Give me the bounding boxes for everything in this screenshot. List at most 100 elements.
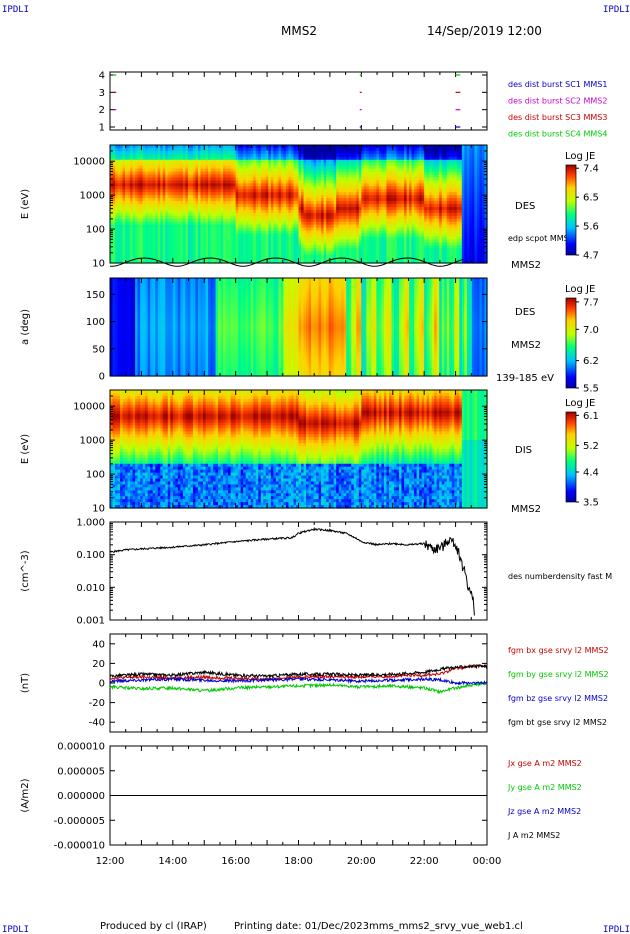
des-energy-heatmap-cell [167, 242, 171, 246]
des-energy-heatmap-cell [125, 198, 129, 202]
des-energy-heatmap-cell [117, 145, 121, 149]
des-energy-heatmap-cell [165, 251, 169, 255]
des-energy-heatmap-cell [120, 201, 124, 205]
des-energy-heatmap-cell [147, 218, 151, 223]
des-energy-heatmap-cell [157, 242, 161, 246]
des-energy-heatmap-cell [125, 206, 129, 211]
des-energy-heatmap-cell [127, 171, 131, 176]
des-energy-heatmap-cell [137, 233, 141, 238]
des-energy-heatmap-cell [132, 150, 136, 155]
des-energy-heatmap-cell [137, 212, 141, 217]
des-energy-heatmap-cell [110, 254, 114, 258]
des-energy-heatmap-cell [145, 162, 149, 167]
des-energy-heatmap-cell [152, 147, 156, 152]
des-energy-heatmap-cell [147, 162, 151, 167]
des-energy-heatmap-cell [155, 245, 159, 249]
des-energy-heatmap-cell [170, 218, 174, 223]
des-energy-heatmap-cell [182, 215, 186, 220]
des-energy-heatmap-cell [137, 177, 141, 181]
des-energy-heatmap-cell [165, 145, 169, 149]
des-energy-heatmap-cell [120, 156, 124, 161]
des-energy-heatmap-cell [117, 153, 121, 158]
des-energy-heatmap-cell [180, 192, 184, 196]
des-energy-heatmap-cell [172, 186, 176, 190]
des-energy-heatmap-cell [112, 260, 116, 264]
des-energy-heatmap-cell [180, 198, 184, 202]
des-energy-heatmap-cell [175, 145, 179, 149]
des-energy-heatmap-cell [165, 206, 169, 211]
des-energy-heatmap-cell [115, 165, 119, 170]
legend-burst-sc1: des dist burst SC1 MMS1 [508, 80, 607, 89]
des-energy-heatmap-cell [170, 251, 174, 255]
des-energy-heatmap-cell [117, 204, 121, 208]
corner-label-top-right: IPDLI [603, 5, 630, 15]
des-energy-heatmap-cell [132, 156, 136, 161]
des-energy-heatmap-cell [145, 218, 149, 223]
des-energy-heatmap-cell [147, 251, 151, 255]
des-energy-heatmap-cell [167, 206, 171, 211]
des-energy-heatmap-cell [117, 171, 121, 176]
des-energy-heatmap-cell [137, 206, 141, 211]
des-energy-heatmap-cell [160, 186, 164, 190]
des-energy-heatmap-cell [127, 254, 131, 258]
des-energy-heatmap-cell [142, 150, 146, 155]
des-energy-heatmap-cell [177, 168, 181, 173]
des-energy-heatmap-cell [155, 224, 159, 229]
des-energy-heatmap-cell [112, 186, 116, 190]
des-energy-heatmap-cell [157, 224, 161, 229]
des-energy-heatmap-cell [177, 239, 181, 243]
des-energy-heatmap-cell [147, 206, 151, 211]
des-energy-heatmap-cell [162, 165, 166, 170]
des-energy-heatmap-cell [140, 215, 144, 220]
des-energy-heatmap-cell [125, 150, 129, 155]
des-energy-heatmap-cell [177, 147, 181, 152]
des-energy-heatmap-cell [167, 183, 171, 187]
des-energy-heatmap-cell [115, 221, 119, 226]
des-energy-heatmap-cell [182, 192, 186, 196]
des-energy-heatmap-cell [147, 147, 151, 152]
des-energy-heatmap-cell [147, 156, 151, 161]
des-energy-heatmap-cell [140, 254, 144, 258]
des-energy-heatmap-cell [162, 162, 166, 167]
des-energy-heatmap-cell [177, 186, 181, 190]
des-energy-heatmap-cell [160, 150, 164, 155]
des-energy-heatmap-cell [135, 156, 139, 161]
des-energy-heatmap-cell [122, 183, 126, 187]
des-energy-heatmap-cell [165, 257, 169, 261]
des-energy-heatmap-cell [132, 195, 136, 199]
des-energy-heatmap-cell [150, 159, 154, 164]
des-energy-heatmap-cell [157, 233, 161, 238]
des-energy-heatmap-cell [167, 153, 171, 158]
des-energy-heatmap-cell [125, 212, 129, 217]
des-energy-heatmap-cell [127, 145, 131, 149]
des-energy-heatmap-cell [132, 180, 136, 184]
availability-y-tick-label: 2 [99, 105, 105, 116]
des-energy-heatmap-cell [110, 168, 114, 173]
des-energy-heatmap-cell [120, 242, 124, 246]
des-energy-heatmap-cell [115, 204, 119, 208]
des-energy-heatmap-cell [185, 165, 189, 170]
des-energy-heatmap-cell [110, 221, 114, 226]
des-energy-heatmap-cell [187, 145, 192, 149]
des-energy-heatmap-cell [127, 233, 131, 238]
des-energy-heatmap-cell [122, 218, 126, 223]
des-energy-heatmap-cell [122, 189, 126, 193]
des-energy-heatmap-cell [157, 195, 161, 199]
des-energy-heatmap-cell [185, 224, 189, 229]
des-energy-heatmap-cell [122, 212, 126, 217]
des-energy-heatmap-cell [122, 239, 126, 243]
des-energy-heatmap-cell [165, 153, 169, 158]
des-energy-heatmap-cell [172, 221, 176, 226]
des-energy-heatmap-cell [127, 218, 131, 223]
des-energy-heatmap-cell [152, 165, 156, 170]
des-energy-heatmap-cell [175, 218, 179, 223]
des-energy-heatmap-cell [167, 236, 171, 240]
des-energy-heatmap-cell [185, 209, 189, 214]
des-energy-heatmap-cell [110, 145, 114, 149]
des-energy-heatmap-cell [165, 209, 169, 214]
des-energy-heatmap-cell [160, 145, 164, 149]
des-energy-heatmap-cell [182, 189, 186, 193]
des-energy-heatmap-cell [160, 156, 164, 161]
des-energy-heatmap-cell [145, 257, 149, 261]
des-energy-heatmap-cell [120, 204, 124, 208]
